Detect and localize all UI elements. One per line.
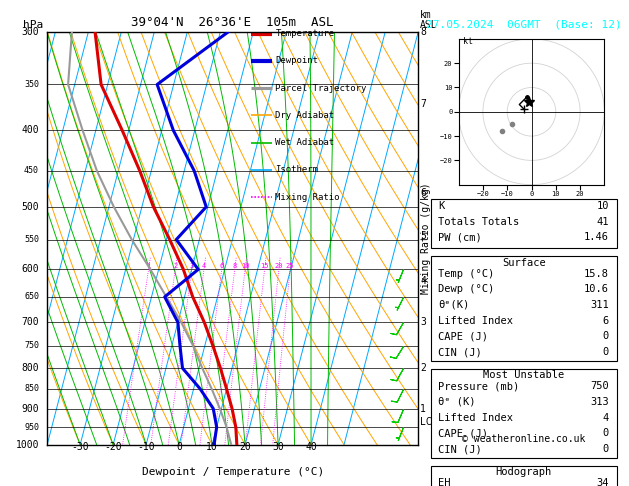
Text: -20: -20 xyxy=(104,442,122,452)
Text: 41: 41 xyxy=(596,217,609,226)
Text: 1000: 1000 xyxy=(16,440,39,450)
Text: 850: 850 xyxy=(24,384,39,394)
Text: 15: 15 xyxy=(260,263,269,269)
Text: 1.46: 1.46 xyxy=(584,232,609,243)
Text: 600: 600 xyxy=(21,264,39,275)
Text: 25: 25 xyxy=(286,263,294,269)
Text: km
ASL: km ASL xyxy=(420,10,438,30)
Text: -10: -10 xyxy=(137,442,155,452)
Text: 450: 450 xyxy=(24,166,39,175)
Text: θᵉ (K): θᵉ (K) xyxy=(438,397,476,407)
Text: LCL: LCL xyxy=(420,417,438,427)
Text: kt: kt xyxy=(464,37,474,46)
Text: 950: 950 xyxy=(24,423,39,432)
Text: 15.8: 15.8 xyxy=(584,269,609,278)
Text: 0: 0 xyxy=(603,428,609,438)
Text: 1: 1 xyxy=(147,263,151,269)
Bar xyxy=(430,199,617,248)
Text: CIN (J): CIN (J) xyxy=(438,444,482,454)
Text: Mixing Ratio: Mixing Ratio xyxy=(276,193,340,202)
Text: 500: 500 xyxy=(21,202,39,212)
Text: 0: 0 xyxy=(603,444,609,454)
Text: 39°04'N  26°36'E  105m  ASL: 39°04'N 26°36'E 105m ASL xyxy=(131,16,334,29)
Text: 10.6: 10.6 xyxy=(584,284,609,294)
Text: Temp (°C): Temp (°C) xyxy=(438,269,494,278)
Text: 20: 20 xyxy=(239,442,251,452)
Text: Lifted Index: Lifted Index xyxy=(438,413,513,423)
Text: Most Unstable: Most Unstable xyxy=(483,370,564,380)
Text: 6: 6 xyxy=(420,188,426,198)
Text: 7: 7 xyxy=(420,99,426,108)
Text: 10: 10 xyxy=(241,263,249,269)
Text: 0: 0 xyxy=(176,442,182,452)
Text: Temperature: Temperature xyxy=(276,29,335,38)
Text: 400: 400 xyxy=(21,125,39,135)
Text: EH: EH xyxy=(438,478,451,486)
Text: Wet Adiabat: Wet Adiabat xyxy=(276,138,335,147)
Text: Hodograph: Hodograph xyxy=(496,467,552,477)
Bar xyxy=(430,368,617,458)
Text: 1: 1 xyxy=(420,403,426,414)
Text: 0: 0 xyxy=(603,331,609,341)
Text: 2: 2 xyxy=(173,263,177,269)
Text: 750: 750 xyxy=(590,381,609,391)
Text: 3: 3 xyxy=(190,263,194,269)
Text: 800: 800 xyxy=(21,363,39,373)
Text: 27.05.2024  06GMT  (Base: 12): 27.05.2024 06GMT (Base: 12) xyxy=(426,19,621,30)
Text: 4: 4 xyxy=(603,413,609,423)
Text: 650: 650 xyxy=(24,293,39,301)
Text: 20: 20 xyxy=(275,263,283,269)
Text: PW (cm): PW (cm) xyxy=(438,232,482,243)
Text: 550: 550 xyxy=(24,235,39,244)
Text: CIN (J): CIN (J) xyxy=(438,347,482,357)
Text: Pressure (mb): Pressure (mb) xyxy=(438,381,520,391)
Text: K: K xyxy=(438,201,445,211)
Text: 700: 700 xyxy=(21,317,39,327)
Text: CAPE (J): CAPE (J) xyxy=(438,331,489,341)
Text: 2: 2 xyxy=(420,363,426,373)
Text: 5: 5 xyxy=(420,231,426,242)
Text: Totals Totals: Totals Totals xyxy=(438,217,520,226)
Text: 6: 6 xyxy=(220,263,224,269)
Bar xyxy=(430,256,617,361)
Text: 750: 750 xyxy=(24,342,39,350)
Text: 0: 0 xyxy=(603,347,609,357)
Text: Isotherm: Isotherm xyxy=(276,165,318,174)
Text: Lifted Index: Lifted Index xyxy=(438,315,513,326)
Text: 40: 40 xyxy=(305,442,317,452)
Text: hPa: hPa xyxy=(23,19,43,30)
Text: 4: 4 xyxy=(202,263,206,269)
Text: Surface: Surface xyxy=(502,258,545,268)
Bar xyxy=(430,466,617,486)
Text: 313: 313 xyxy=(590,397,609,407)
Text: 311: 311 xyxy=(590,300,609,310)
Text: 34: 34 xyxy=(596,478,609,486)
Text: 900: 900 xyxy=(21,403,39,414)
Text: CAPE (J): CAPE (J) xyxy=(438,428,489,438)
Text: 30: 30 xyxy=(272,442,284,452)
Text: 8: 8 xyxy=(420,27,426,36)
Text: θᵉ(K): θᵉ(K) xyxy=(438,300,470,310)
Text: -30: -30 xyxy=(71,442,89,452)
Text: 10: 10 xyxy=(206,442,218,452)
Text: Mixing Ratio (g/kg): Mixing Ratio (g/kg) xyxy=(421,182,431,294)
Text: 3: 3 xyxy=(420,317,426,327)
Text: Parcel Trajectory: Parcel Trajectory xyxy=(276,84,367,93)
Text: 300: 300 xyxy=(21,27,39,36)
Text: 10: 10 xyxy=(596,201,609,211)
Text: 4: 4 xyxy=(420,276,426,286)
Text: Dewpoint / Temperature (°C): Dewpoint / Temperature (°C) xyxy=(142,468,324,477)
Text: Dewpoint: Dewpoint xyxy=(276,56,318,66)
Text: Dewp (°C): Dewp (°C) xyxy=(438,284,494,294)
Text: 350: 350 xyxy=(24,80,39,89)
Text: 8: 8 xyxy=(233,263,237,269)
Text: Dry Adiabat: Dry Adiabat xyxy=(276,111,335,120)
Text: 6: 6 xyxy=(603,315,609,326)
Text: © weatheronline.co.uk: © weatheronline.co.uk xyxy=(462,434,586,444)
